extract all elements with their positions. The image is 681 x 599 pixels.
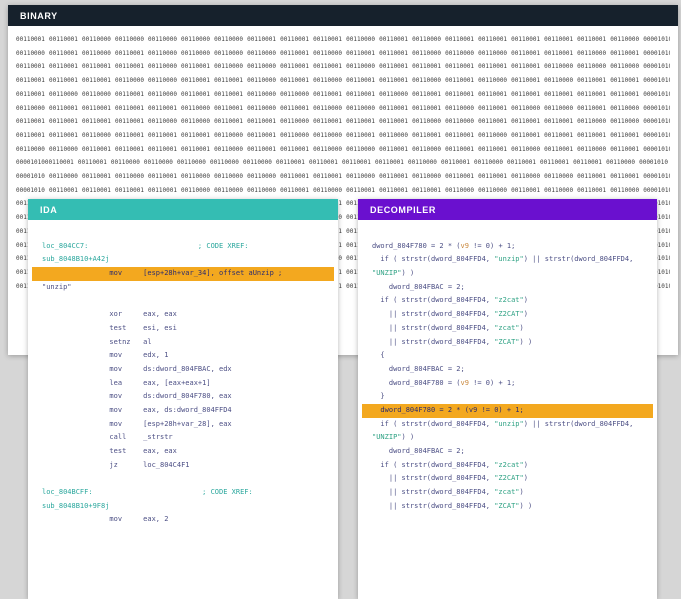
ida-code-line[interactable] bbox=[42, 294, 326, 308]
decompiler-code-line[interactable]: || strstr(dword_804FFD4, "ZCAT") ) bbox=[372, 501, 533, 510]
ida-code-line[interactable]: call _strstr bbox=[42, 433, 173, 442]
decompiler-code-line[interactable]: if ( strstr(dword_804FFD4, "z2cat") bbox=[372, 296, 528, 305]
ida-code-line[interactable]: loc_804BCFF: ; CODE XREF: bbox=[42, 488, 253, 497]
binary-row: 00110001 00110001 00110001 00110000 0011… bbox=[16, 255, 670, 263]
ida-code-line[interactable]: mov eax, ds:dword_804FFD4 bbox=[42, 405, 232, 414]
decompiler-code-line[interactable]: || strstr(dword_804FFD4, "zcat") bbox=[372, 488, 524, 497]
decompiler-panel: DECOMPILER dword_804F780 = 2 * (v9 != 0)… bbox=[358, 199, 657, 599]
binary-row: 00110000 00110001 00110000 00110001 0011… bbox=[16, 49, 670, 57]
decompiler-code-line[interactable] bbox=[372, 226, 645, 240]
binary-row: 00110000 00110001 00110000 00110000 0011… bbox=[16, 214, 670, 222]
ida-code-line[interactable]: "unzip" bbox=[42, 282, 72, 291]
binary-row: 00110001 00110001 00110001 00110000 0011… bbox=[16, 77, 670, 85]
decompiler-code-line[interactable]: "UNZIP") ) bbox=[372, 269, 415, 278]
ida-code-line[interactable]: jz loc_804C4F1 bbox=[42, 460, 190, 469]
binary-row: 0000101000110001 00110001 00110000 00110… bbox=[16, 159, 668, 167]
binary-row: 00001010 00110000 00110001 00110000 0011… bbox=[16, 173, 670, 181]
binary-row: 00110001 00110000 00110000 00110001 0011… bbox=[16, 90, 670, 98]
ida-code-line[interactable]: mov ds:dword_804FBAC, edx bbox=[42, 364, 232, 373]
decompiler-code-line[interactable]: dword_804F780 = 2 * (v9 != 0) + 1; bbox=[372, 241, 516, 250]
binary-row: 00110000 00110000 00110001 00110000 0011… bbox=[16, 241, 670, 249]
ida-code-line[interactable]: sub_8048B10+A42j bbox=[42, 255, 110, 264]
ida-disassembly-listing: loc_804CC7: ; CODE XREF: sub_8048B10+A42j… bbox=[28, 220, 338, 598]
binary-row: 00110001 00110001 00110001 00110001 0011… bbox=[16, 118, 670, 126]
ida-code-line[interactable]: test eax, eax bbox=[42, 447, 177, 455]
decompiler-highlighted-line[interactable]: dword_804F780 = 2 * (v9 != 0) + 1; bbox=[362, 403, 653, 418]
decompiler-code-line[interactable]: if ( strstr(dword_804FFD4, "unzip") || s… bbox=[372, 255, 634, 264]
ida-code-line[interactable] bbox=[42, 472, 326, 486]
binary-row: 00110000 00110000 00110001 00110001 0011… bbox=[16, 145, 670, 153]
binary-row: 00110000 00110001 00110001 00110001 0011… bbox=[16, 268, 670, 276]
binary-row: 00110001 00110001 00110000 00110001 0011… bbox=[16, 131, 670, 139]
decompiler-code-line[interactable]: dword_804FBAC = 2; bbox=[372, 364, 465, 373]
binary-row: 00110001 00110000 00110001 00110001 0011… bbox=[16, 200, 670, 208]
decompiler-code-line[interactable]: dword_804FBAC = 2; bbox=[372, 282, 465, 291]
binary-row: 00110001 00110000 00110000 00110001 0011… bbox=[16, 282, 670, 290]
decompiler-panel-header: DECOMPILER bbox=[358, 199, 657, 220]
ida-code-line[interactable]: loc_804CC7: ; CODE XREF: bbox=[42, 241, 249, 250]
binary-row: 00110001 00110001 00110000 00110001 0011… bbox=[16, 227, 670, 235]
binary-row: 00110000 00110001 00110001 00110001 0011… bbox=[16, 104, 670, 112]
ida-panel: IDA loc_804CC7: ; CODE XREF: sub_8048B10+… bbox=[28, 199, 338, 599]
ida-code-line[interactable]: setnz al bbox=[42, 337, 152, 346]
ida-code-line[interactable]: mov edx, 1 bbox=[42, 351, 169, 360]
ida-code-line[interactable]: sub_8048B10+9F8j bbox=[42, 501, 110, 510]
decompiler-pseudocode-listing: dword_804F780 = 2 * (v9 != 0) + 1; if ( … bbox=[358, 220, 657, 598]
ida-code-line[interactable] bbox=[42, 226, 326, 240]
ida-code-line[interactable]: xor eax, eax bbox=[42, 310, 177, 319]
binary-content: 00110001 00110001 00110000 00110000 0011… bbox=[8, 26, 678, 355]
ida-code-line[interactable]: mov [esp+28h+var_28], eax bbox=[42, 419, 232, 428]
binary-row: 00110001 00110001 00110000 00110000 0011… bbox=[16, 36, 670, 43]
ida-code-line[interactable]: mov ds:dword_804F780, eax bbox=[42, 392, 232, 401]
decompiler-code-line[interactable]: || strstr(dword_804FFD4, "Z2CAT") bbox=[372, 310, 528, 319]
binary-panel-header: BINARY bbox=[8, 5, 678, 26]
ida-panel-header: IDA bbox=[28, 199, 338, 220]
decompiler-code-line[interactable]: { bbox=[372, 351, 385, 360]
ida-code-line[interactable]: lea eax, [eax+eax+1] bbox=[42, 378, 211, 387]
ida-panel-title: IDA bbox=[40, 204, 58, 215]
ida-code-line[interactable]: test esi, esi bbox=[42, 323, 177, 332]
decompiler-code-line[interactable]: } bbox=[372, 392, 385, 401]
decompiler-panel-title: DECOMPILER bbox=[370, 204, 437, 215]
decompiler-code-line[interactable]: || strstr(dword_804FFD4, "Z2CAT") bbox=[372, 474, 528, 483]
ida-highlighted-line[interactable]: mov [esp+28h+var_34], offset aUnzip ; bbox=[32, 267, 334, 281]
decompiler-code-line[interactable]: dword_804FBAC = 2; bbox=[372, 447, 465, 455]
binary-row: 00001010 00110001 00110001 00110001 0011… bbox=[16, 186, 670, 194]
ida-code-line[interactable]: mov eax, 2 bbox=[42, 515, 169, 524]
decompiler-code-line[interactable]: if ( strstr(dword_804FFD4, "unzip") || s… bbox=[372, 419, 634, 428]
decompiler-code-line[interactable]: || strstr(dword_804FFD4, "ZCAT") ) bbox=[372, 337, 533, 346]
decompiler-code-line[interactable]: dword_804F780 = (v9 != 0) + 1; bbox=[372, 378, 516, 387]
decompiler-code-line[interactable]: if ( strstr(dword_804FFD4, "z2cat") bbox=[372, 460, 528, 469]
binary-panel-title: BINARY bbox=[20, 10, 58, 21]
binary-row: 00110001 00110001 00110001 00110001 0011… bbox=[16, 63, 670, 71]
decompiler-code-line[interactable]: || strstr(dword_804FFD4, "zcat") bbox=[372, 323, 524, 332]
decompiler-code-line[interactable]: "UNZIP") ) bbox=[372, 433, 415, 442]
